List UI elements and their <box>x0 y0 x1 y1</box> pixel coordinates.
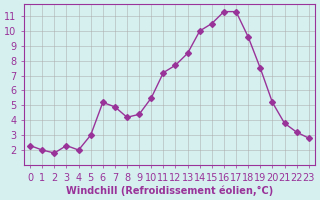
X-axis label: Windchill (Refroidissement éolien,°C): Windchill (Refroidissement éolien,°C) <box>66 185 273 196</box>
